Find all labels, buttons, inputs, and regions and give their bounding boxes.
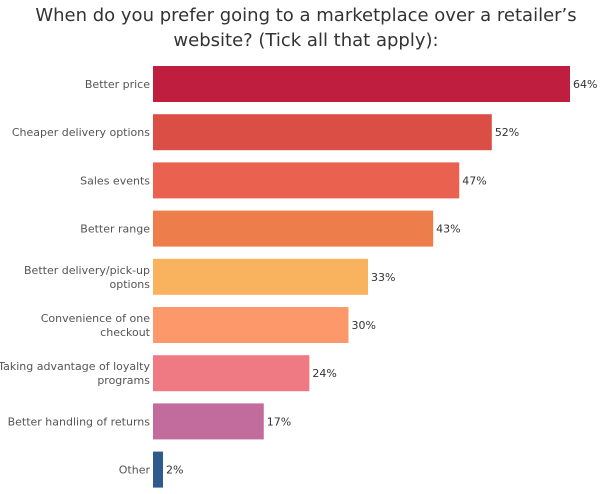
bar-4 bbox=[153, 258, 369, 295]
category-label-3: Better range bbox=[80, 223, 150, 236]
category-label-2: Sales events bbox=[80, 174, 150, 187]
category-label-6-line-0: Taking advantage of loyalty bbox=[0, 360, 150, 373]
value-label-2: 47% bbox=[462, 174, 486, 187]
bar-1 bbox=[153, 114, 492, 151]
bar-0 bbox=[153, 66, 570, 102]
category-label-4-line-1: options bbox=[109, 278, 150, 291]
value-label-0: 64% bbox=[573, 78, 597, 91]
category-label-8-line-0: Other bbox=[119, 464, 151, 477]
chart-title-line-2: website? (Tick all that apply): bbox=[173, 30, 439, 51]
category-label-7: Better handling of returns bbox=[8, 415, 151, 428]
bar-8 bbox=[153, 451, 163, 488]
value-label-3: 43% bbox=[436, 223, 460, 236]
category-label-4-line-0: Better delivery/pick-up bbox=[24, 264, 150, 277]
chart-title-line-1: When do you prefer going to a marketplac… bbox=[35, 5, 577, 26]
chart-title: When do you prefer going to a marketplac… bbox=[0, 3, 612, 53]
value-label-7: 17% bbox=[267, 415, 291, 428]
category-label-3-line-0: Better range bbox=[80, 223, 150, 236]
category-label-6-line-1: programs bbox=[97, 374, 150, 387]
value-label-1: 52% bbox=[495, 126, 519, 139]
category-label-7-line-0: Better handling of returns bbox=[8, 415, 151, 428]
category-label-1-line-0: Cheaper delivery options bbox=[12, 126, 150, 139]
bar-3 bbox=[153, 210, 434, 247]
bar-2 bbox=[153, 162, 460, 199]
value-label-5: 30% bbox=[351, 319, 375, 332]
category-label-5-line-0: Convenience of one bbox=[41, 312, 151, 325]
category-label-5-line-1: checkout bbox=[100, 326, 151, 339]
category-label-8: Other bbox=[119, 464, 151, 477]
bar-7 bbox=[153, 403, 264, 440]
value-label-4: 33% bbox=[371, 271, 395, 284]
category-label-1: Cheaper delivery options bbox=[12, 126, 150, 139]
value-label-6: 24% bbox=[312, 367, 336, 380]
category-label-0-line-0: Better price bbox=[85, 78, 150, 91]
category-label-4: Better delivery/pick-up options bbox=[24, 264, 150, 291]
value-label-8: 2% bbox=[166, 464, 183, 477]
category-label-2-line-0: Sales events bbox=[80, 174, 150, 187]
category-label-0: Better price bbox=[85, 78, 150, 91]
bar-6 bbox=[153, 355, 310, 392]
category-label-5: Convenience of one checkout bbox=[41, 312, 151, 339]
bar-5 bbox=[153, 307, 349, 343]
category-label-6: Taking advantage of loyalty programs bbox=[0, 360, 150, 387]
